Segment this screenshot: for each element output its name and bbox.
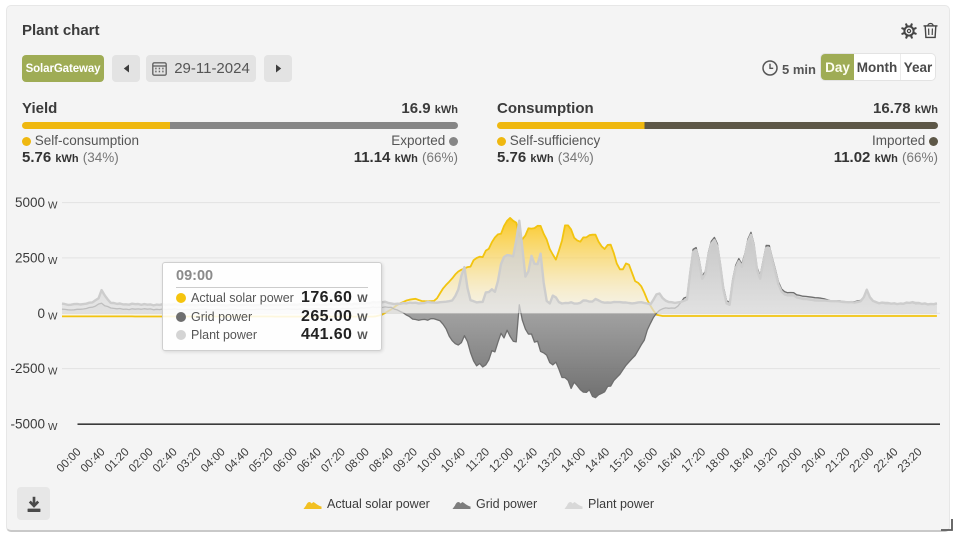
svg-text:16:00: 16:00: [631, 446, 660, 475]
svg-text:16:40: 16:40: [655, 446, 684, 475]
svg-text:W: W: [48, 201, 58, 212]
svg-text:-2500: -2500: [10, 361, 45, 376]
svg-text:12:40: 12:40: [511, 446, 540, 475]
svg-text:W: W: [48, 422, 58, 433]
svg-text:00:00: 00:00: [55, 446, 84, 475]
svg-text:14:40: 14:40: [583, 446, 612, 475]
svg-text:W: W: [48, 367, 58, 378]
svg-text:06:00: 06:00: [271, 446, 300, 475]
svg-text:00:40: 00:40: [79, 446, 108, 475]
svg-text:5000: 5000: [15, 195, 45, 210]
svg-text:09:20: 09:20: [391, 446, 420, 475]
svg-text:17:20: 17:20: [679, 446, 708, 475]
svg-text:08:40: 08:40: [367, 446, 396, 475]
svg-text:08:00: 08:00: [343, 446, 372, 475]
svg-text:W: W: [48, 256, 58, 267]
svg-text:13:20: 13:20: [535, 446, 564, 475]
svg-text:19:20: 19:20: [752, 446, 781, 475]
svg-text:04:00: 04:00: [199, 446, 228, 475]
svg-text:01:20: 01:20: [103, 446, 132, 475]
svg-text:20:40: 20:40: [800, 446, 829, 475]
svg-text:02:40: 02:40: [151, 446, 180, 475]
svg-text:20:00: 20:00: [776, 446, 805, 475]
svg-text:10:00: 10:00: [415, 446, 444, 475]
svg-text:05:20: 05:20: [247, 446, 276, 475]
svg-text:14:00: 14:00: [559, 446, 588, 475]
svg-text:12:00: 12:00: [487, 446, 516, 475]
svg-text:06:40: 06:40: [295, 446, 324, 475]
svg-text:W: W: [48, 311, 58, 322]
svg-text:11:20: 11:20: [464, 446, 492, 474]
svg-text:03:20: 03:20: [175, 446, 204, 475]
svg-text:21:20: 21:20: [824, 446, 853, 475]
svg-text:10:40: 10:40: [439, 446, 468, 475]
svg-text:22:00: 22:00: [848, 446, 877, 475]
svg-text:2500: 2500: [15, 250, 45, 265]
svg-text:18:00: 18:00: [704, 446, 733, 475]
svg-text:15:20: 15:20: [607, 446, 636, 475]
svg-text:22:40: 22:40: [872, 446, 901, 475]
svg-text:-5000: -5000: [10, 416, 45, 431]
svg-text:18:40: 18:40: [728, 446, 757, 475]
svg-text:23:20: 23:20: [896, 446, 925, 475]
svg-text:04:40: 04:40: [223, 446, 252, 475]
svg-text:02:00: 02:00: [127, 446, 156, 475]
svg-text:07:20: 07:20: [319, 446, 348, 475]
svg-text:0: 0: [37, 306, 45, 321]
